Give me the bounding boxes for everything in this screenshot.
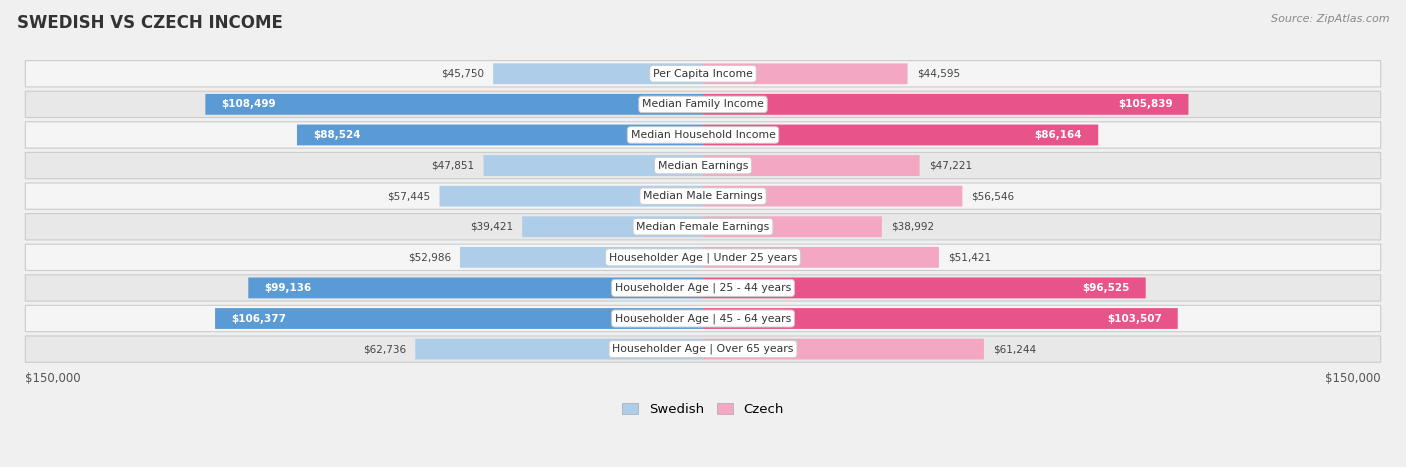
Text: Householder Age | Under 25 years: Householder Age | Under 25 years <box>609 252 797 262</box>
FancyBboxPatch shape <box>440 186 703 206</box>
Text: $56,546: $56,546 <box>972 191 1015 201</box>
Text: $108,499: $108,499 <box>221 99 276 109</box>
FancyBboxPatch shape <box>703 216 882 237</box>
Text: $38,992: $38,992 <box>891 222 934 232</box>
FancyBboxPatch shape <box>703 125 1098 145</box>
FancyBboxPatch shape <box>494 64 703 84</box>
Text: Source: ZipAtlas.com: Source: ZipAtlas.com <box>1271 14 1389 24</box>
FancyBboxPatch shape <box>25 213 1381 240</box>
FancyBboxPatch shape <box>703 64 907 84</box>
Text: $103,507: $103,507 <box>1107 313 1161 324</box>
FancyBboxPatch shape <box>25 183 1381 209</box>
Text: $105,839: $105,839 <box>1118 99 1173 109</box>
Text: $99,136: $99,136 <box>264 283 312 293</box>
Text: $44,595: $44,595 <box>917 69 960 79</box>
FancyBboxPatch shape <box>522 216 703 237</box>
FancyBboxPatch shape <box>484 155 703 176</box>
FancyBboxPatch shape <box>249 277 703 298</box>
Text: $86,164: $86,164 <box>1035 130 1083 140</box>
Text: $51,421: $51,421 <box>948 252 991 262</box>
FancyBboxPatch shape <box>703 277 1146 298</box>
Text: Median Household Income: Median Household Income <box>630 130 776 140</box>
FancyBboxPatch shape <box>215 308 703 329</box>
FancyBboxPatch shape <box>25 275 1381 301</box>
FancyBboxPatch shape <box>297 125 703 145</box>
Text: Median Female Earnings: Median Female Earnings <box>637 222 769 232</box>
FancyBboxPatch shape <box>460 247 703 268</box>
Text: $88,524: $88,524 <box>314 130 361 140</box>
Text: $106,377: $106,377 <box>231 313 287 324</box>
Text: Householder Age | Over 65 years: Householder Age | Over 65 years <box>612 344 794 354</box>
Text: $45,750: $45,750 <box>441 69 484 79</box>
FancyBboxPatch shape <box>703 339 984 360</box>
Text: $52,986: $52,986 <box>408 252 451 262</box>
Text: Householder Age | 45 - 64 years: Householder Age | 45 - 64 years <box>614 313 792 324</box>
Text: $150,000: $150,000 <box>1324 372 1381 385</box>
FancyBboxPatch shape <box>25 244 1381 270</box>
Legend: Swedish, Czech: Swedish, Czech <box>617 397 789 421</box>
FancyBboxPatch shape <box>415 339 703 360</box>
Text: $61,244: $61,244 <box>993 344 1036 354</box>
FancyBboxPatch shape <box>25 336 1381 362</box>
FancyBboxPatch shape <box>703 247 939 268</box>
Text: $39,421: $39,421 <box>470 222 513 232</box>
FancyBboxPatch shape <box>703 155 920 176</box>
Text: Median Earnings: Median Earnings <box>658 161 748 170</box>
Text: $96,525: $96,525 <box>1083 283 1129 293</box>
Text: Median Male Earnings: Median Male Earnings <box>643 191 763 201</box>
Text: Householder Age | 25 - 44 years: Householder Age | 25 - 44 years <box>614 283 792 293</box>
FancyBboxPatch shape <box>703 186 962 206</box>
Text: Median Family Income: Median Family Income <box>643 99 763 109</box>
Text: SWEDISH VS CZECH INCOME: SWEDISH VS CZECH INCOME <box>17 14 283 32</box>
Text: Per Capita Income: Per Capita Income <box>652 69 754 79</box>
FancyBboxPatch shape <box>25 152 1381 179</box>
FancyBboxPatch shape <box>703 94 1188 115</box>
FancyBboxPatch shape <box>25 122 1381 148</box>
FancyBboxPatch shape <box>25 305 1381 332</box>
Text: $47,221: $47,221 <box>929 161 972 170</box>
Text: $62,736: $62,736 <box>363 344 406 354</box>
FancyBboxPatch shape <box>703 308 1178 329</box>
Text: $57,445: $57,445 <box>387 191 430 201</box>
Text: $47,851: $47,851 <box>432 161 474 170</box>
FancyBboxPatch shape <box>205 94 703 115</box>
FancyBboxPatch shape <box>25 61 1381 87</box>
Text: $150,000: $150,000 <box>25 372 82 385</box>
FancyBboxPatch shape <box>25 91 1381 118</box>
